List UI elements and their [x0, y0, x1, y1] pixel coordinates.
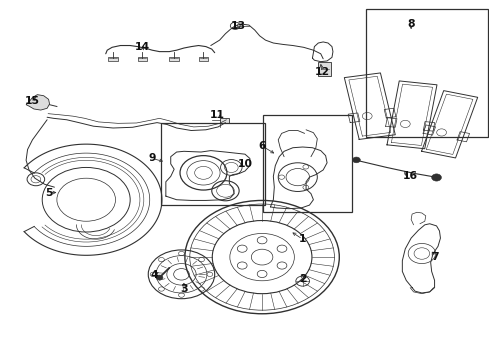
- Text: 5: 5: [45, 188, 52, 198]
- Bar: [318, 62, 331, 76]
- Text: 7: 7: [431, 252, 439, 262]
- Text: 12: 12: [315, 67, 330, 77]
- Text: 16: 16: [403, 171, 417, 181]
- Circle shape: [156, 275, 163, 280]
- Bar: [263, 116, 352, 212]
- Text: 3: 3: [180, 284, 188, 294]
- Text: 10: 10: [238, 159, 252, 169]
- Text: 4: 4: [151, 270, 158, 280]
- Text: 15: 15: [25, 96, 40, 106]
- Polygon shape: [26, 95, 49, 110]
- Text: 1: 1: [299, 234, 306, 244]
- Text: 2: 2: [299, 274, 306, 284]
- Bar: [220, 118, 229, 123]
- Text: 14: 14: [135, 42, 150, 52]
- Bar: [198, 57, 208, 61]
- Bar: [138, 57, 147, 61]
- Text: 8: 8: [407, 19, 415, 29]
- Bar: [108, 57, 118, 61]
- Bar: [161, 123, 265, 205]
- Text: 13: 13: [231, 21, 246, 31]
- Text: 6: 6: [258, 141, 266, 151]
- Text: 11: 11: [210, 111, 224, 121]
- Circle shape: [432, 174, 441, 181]
- Circle shape: [352, 157, 360, 163]
- Text: 9: 9: [148, 153, 156, 163]
- Bar: [169, 57, 179, 61]
- Bar: [366, 9, 489, 137]
